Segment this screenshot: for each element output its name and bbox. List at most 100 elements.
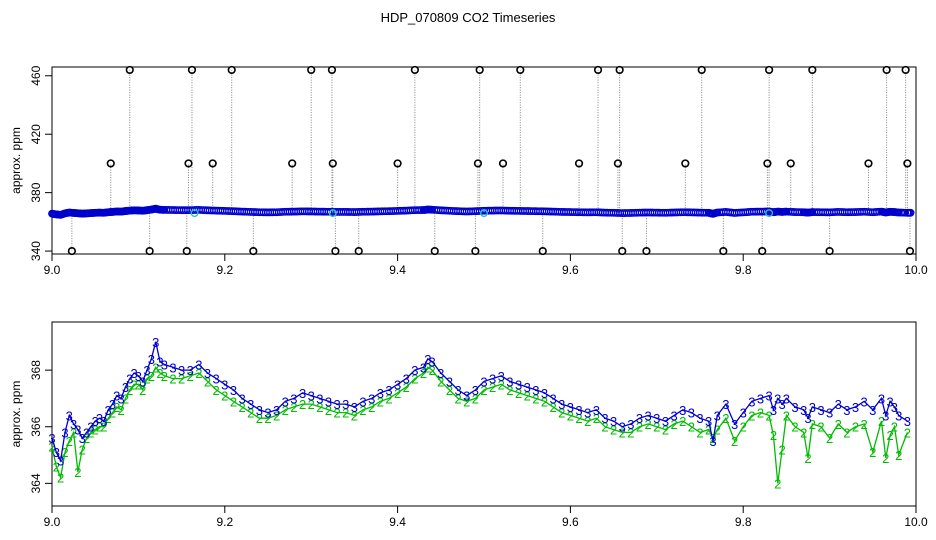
series-2-point: 2 (778, 442, 785, 457)
series-2-point: 2 (670, 417, 677, 432)
series-3-point: 3 (247, 397, 254, 412)
series-3-point: 3 (800, 403, 807, 418)
series-3-point: 3 (420, 360, 427, 375)
series-2-point: 2 (437, 374, 444, 389)
outlier-point (864, 159, 873, 168)
x-tick-label-top: 9.6 (562, 263, 579, 277)
outlier-point (307, 65, 316, 75)
series-2-point: 2 (411, 372, 418, 387)
series-3-point: 3 (74, 423, 81, 438)
series-3-point: 3 (96, 411, 103, 426)
series-2-point: 2 (852, 420, 859, 435)
series-3-point: 3 (886, 394, 893, 409)
series-3-point: 3 (869, 403, 876, 418)
series-3-point: 3 (53, 445, 60, 460)
series-3-point: 3 (70, 417, 77, 432)
series-2-point: 2 (377, 394, 384, 409)
series-3-point: 3 (411, 363, 418, 378)
series-3-point: 3 (515, 377, 522, 392)
series-3-point: 3 (774, 391, 781, 406)
series-3-point: 3 (645, 408, 652, 423)
outlier-point (473, 159, 483, 168)
series-2-point: 2 (308, 397, 315, 412)
series-2-point: 2 (826, 431, 833, 446)
series-2-point: 2 (178, 372, 185, 387)
series-2-point: 2 (61, 445, 68, 460)
outlier-point (697, 65, 706, 75)
outlier-point (145, 246, 154, 256)
outlier-point (328, 159, 337, 168)
y-tick-label-bottom: 368 (29, 360, 43, 380)
series-3-point: 3 (238, 391, 245, 406)
series-2-point: 2 (161, 369, 168, 384)
series-3-point: 3 (325, 394, 332, 409)
chart-title: HDP_070809 CO2 Timeseries (381, 10, 556, 25)
series-3-point: 3 (826, 406, 833, 421)
series-2-point: 2 (57, 471, 64, 486)
series-2-point: 2 (480, 383, 487, 398)
outlier-point (249, 246, 258, 256)
outlier-point (471, 246, 480, 256)
series-3-point: 3 (403, 372, 410, 387)
series-3-point: 3 (627, 417, 634, 432)
series-3-point: 3 (130, 366, 137, 381)
series-3-point: 3 (740, 406, 747, 421)
series-3-point: 3 (308, 389, 315, 404)
series-2-point: 2 (53, 459, 60, 474)
outlier-point (765, 65, 774, 75)
bottom-panel: 9.0 9.2 9.4 9.6 9.8 10.0 364 366 368 approx. ppm 2… (9, 321, 928, 529)
series-3-point: 3 (195, 357, 202, 372)
series-2-point: 2 (187, 369, 194, 384)
series-2-point: 2 (766, 408, 773, 423)
series-3-point: 3 (895, 408, 902, 423)
series-2-point: 2 (835, 417, 842, 432)
outlier-point (681, 159, 690, 168)
series-3-point: 3 (662, 414, 669, 429)
series-3-point: 3 (156, 355, 163, 370)
outlier-point (208, 159, 217, 168)
series-2-point: 2 (843, 425, 850, 440)
series-2-point: 2 (636, 420, 643, 435)
series-3-point: 3 (148, 352, 155, 367)
series-2-point: 2 (359, 403, 366, 418)
series-3-point: 3 (385, 383, 392, 398)
series-3-point: 3 (809, 400, 816, 415)
y-tick-label-top: 340 (29, 241, 43, 261)
baseline-accent-point (765, 209, 774, 218)
series-3-point: 3 (709, 434, 716, 449)
y-axis-label-bottom: approx. ppm (9, 381, 23, 448)
series-2-point: 2 (757, 406, 764, 421)
series-2-point: 2 (169, 372, 176, 387)
outlier-point (430, 246, 439, 256)
series-3-point: 3 (48, 431, 55, 446)
plot-frame-top (51, 66, 917, 255)
series-3-point: 3 (87, 420, 94, 435)
outlier-point (516, 65, 525, 75)
series-2-point: 2 (105, 411, 112, 426)
series-2-point: 2 (247, 406, 254, 421)
series-2-point: 2 (424, 360, 431, 375)
series-3-point: 3 (791, 400, 798, 415)
series-3-point: 3 (437, 366, 444, 381)
y-tick-label-top: 460 (29, 65, 43, 85)
outlier-point (393, 159, 402, 168)
series-2-point: 2 (804, 451, 811, 466)
series-2-point: 2 (705, 423, 712, 438)
outlier-point (331, 246, 340, 256)
series-2-point: 2 (368, 400, 375, 415)
series-3-point: 3 (66, 408, 73, 423)
series-3-point: 3 (377, 386, 384, 401)
x-tick-label-bottom: 9.6 (562, 515, 579, 529)
outlier-point (882, 65, 891, 75)
series-2-line (51, 366, 909, 484)
series-2-point: 2 (96, 420, 103, 435)
series-3-point: 3 (264, 406, 271, 421)
series-2-point: 2 (74, 465, 81, 480)
baseline-point (906, 208, 915, 217)
outlier-point (786, 159, 795, 168)
top-panel: 9.0 9.2 9.4 9.6 9.8 10.0 340 380 420 460 approx. p… (9, 65, 928, 277)
series-2-point: 2 (886, 428, 893, 443)
series-3-point: 3 (757, 391, 764, 406)
series-3-point: 3 (550, 391, 557, 406)
